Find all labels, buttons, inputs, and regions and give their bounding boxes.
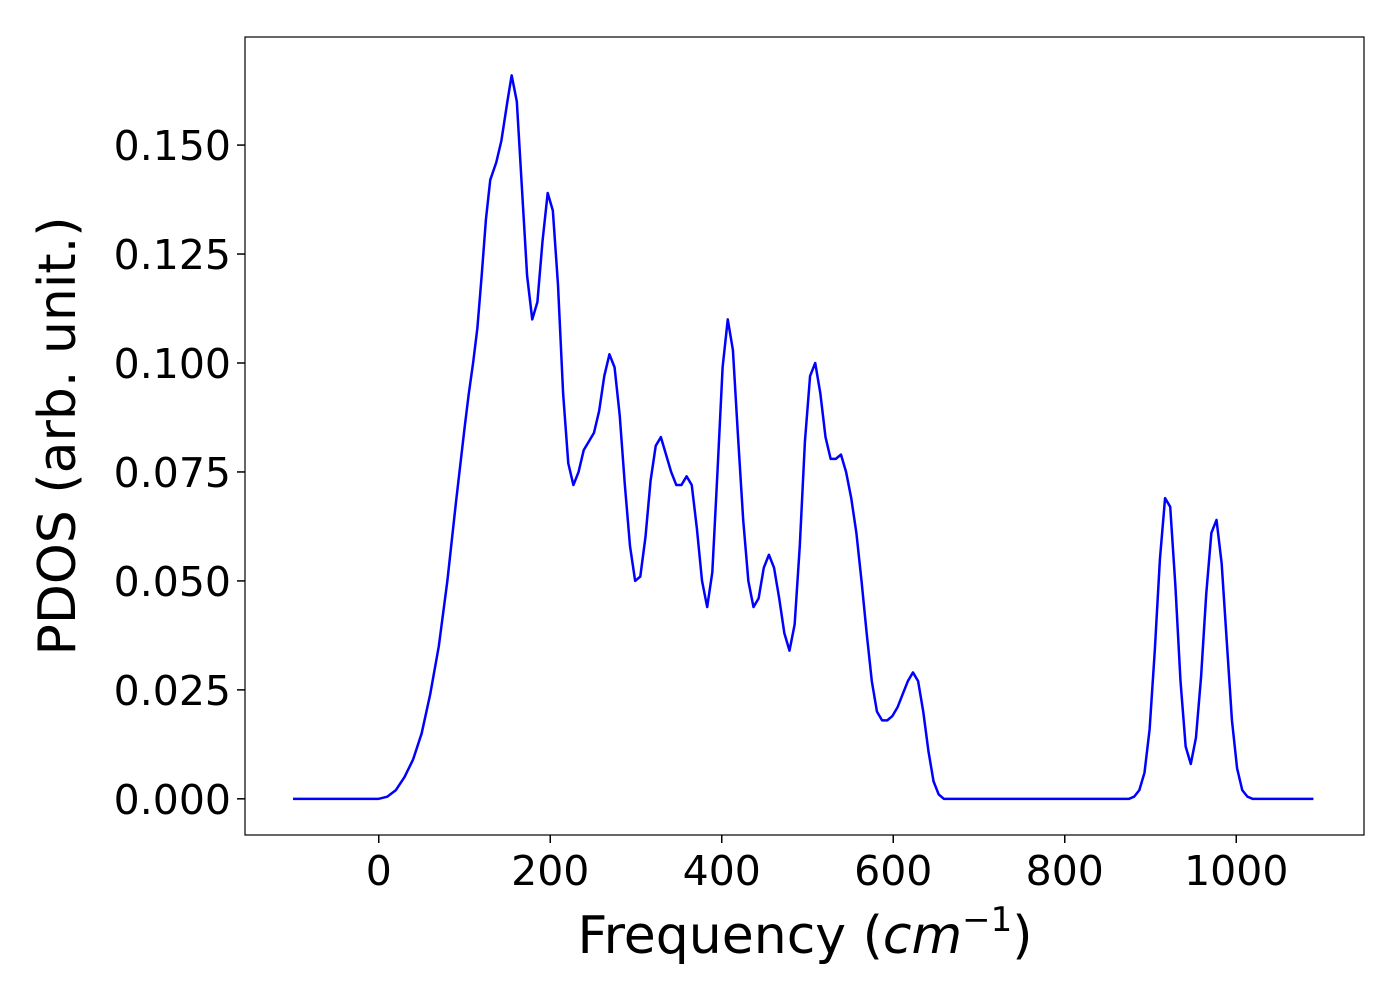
x-axis-label: Frequency (cm−1) (577, 900, 1032, 966)
x-label-part: Frequency ( (577, 906, 882, 966)
y-axis-label: PDOS (arb. unit.) (28, 216, 88, 655)
x-tick-label: 1000 (1184, 847, 1288, 895)
y-tick-label: 0.025 (114, 667, 231, 715)
y-tick-label: 0.000 (114, 776, 231, 824)
x-label-exponent: −1 (962, 900, 1012, 940)
x-tick-label: 0 (366, 847, 392, 895)
x-tick-label: 600 (854, 847, 932, 895)
x-label-unit: cm (883, 906, 962, 966)
y-tick-label: 0.125 (114, 231, 231, 279)
x-tick-label: 400 (683, 847, 761, 895)
y-tick-label: 0.100 (114, 340, 231, 388)
x-label-part: ) (1012, 906, 1032, 966)
y-tick-label: 0.050 (114, 558, 231, 606)
y-tick-label: 0.075 (114, 449, 231, 497)
x-tick-label: 200 (511, 847, 589, 895)
plot-frame (244, 36, 1365, 836)
pdos-line (293, 74, 1314, 801)
x-tick-label: 800 (1026, 847, 1104, 895)
y-tick-label: 0.150 (114, 122, 231, 170)
